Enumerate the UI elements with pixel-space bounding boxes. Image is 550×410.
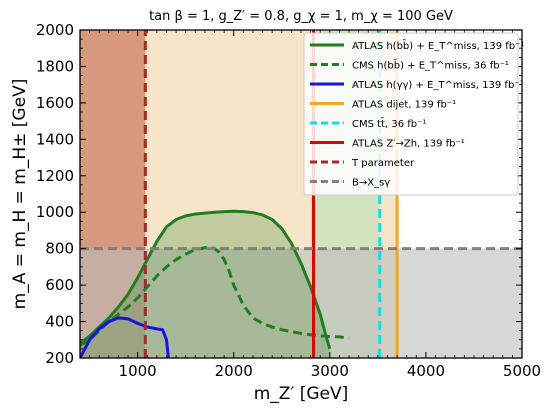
legend-label-7: B→X_sγ [352,178,390,189]
y-tick-label-2: 600 [45,276,74,294]
legend-label-6: T parameter [351,158,415,169]
legend-label-0: ATLAS h(bb̄) + E_T^miss, 139 fb⁻¹ [352,39,524,52]
x-tick-label-1: 2000 [215,362,253,380]
legend-label-3: ATLAS dijet, 139 fb⁻¹ [352,100,456,111]
legend-label-5: ATLAS Z′→Zh, 139 fb⁻¹ [352,139,465,150]
x-tick-label-2: 3000 [311,362,349,380]
series-line-0 [80,209,332,350]
y-tick-label-5: 1200 [36,167,74,185]
series-line-2 [80,316,170,358]
legend-box [303,32,519,196]
y-tick-label-9: 2000 [36,21,74,39]
x-axis-title: m_Z′ [GeV] [254,384,349,404]
legend-label-1: CMS h(bb̄) + E_T^miss, 36 fb⁻¹ [352,59,509,72]
legend-label-2: ATLAS h(γγ) + E_T^miss, 139 fb⁻¹ [352,80,524,91]
y-tick-label-0: 200 [45,349,74,367]
chart-title: tan β = 1, g_Z′ = 0.8, g_χ = 1, m_χ = 10… [149,9,453,24]
legend-label-4: CMS tt̄, 36 fb⁻¹ [352,117,426,130]
legend: ATLAS h(bb̄) + E_T^miss, 139 fb⁻¹ CMS h(b… [303,32,524,196]
y-tick-label-4: 1000 [36,203,74,221]
x-tick-label-3: 4000 [407,362,445,380]
y-tick-label-6: 1400 [36,130,74,148]
y-axis-title: m_A = m_H = m_H± [GeV] [10,79,30,310]
y-tick-label-1: 400 [45,313,74,331]
series-line-1 [80,245,350,347]
x-tick-label-0: 1000 [119,362,157,380]
y-tick-label-3: 800 [45,240,74,258]
x-tick-label-4: 5000 [503,362,541,380]
y-tick-label-7: 1600 [36,94,74,112]
axis-ticks: 1000 2000 3000 4000 5000 200 400 600 800 1000 1200… [36,21,541,380]
y-tick-label-8: 1800 [36,57,74,75]
